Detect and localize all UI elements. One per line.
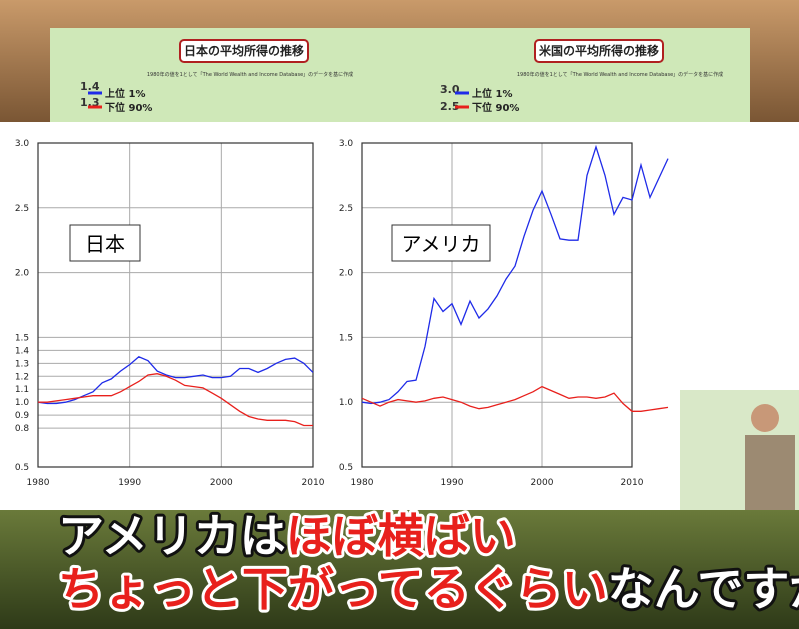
y-tick-label: 3.0 (15, 139, 30, 149)
legend-label: 下位 90% (472, 101, 519, 114)
caption-line: アメリカはほぼ横ばい (58, 509, 516, 563)
x-tick-label: 1990 (118, 478, 141, 488)
plot-frame (361, 142, 633, 468)
y-tick-label: 1.5 (339, 333, 353, 343)
y-tick-label: 1.0 (15, 398, 30, 408)
caption-segment: ちょっと下がってるぐらい (58, 562, 608, 616)
x-tick-label: 2000 (210, 478, 233, 488)
y-tick-label: 0.9 (15, 411, 30, 421)
y-tick-label: 3.0 (339, 139, 354, 149)
y-tick-label: 0.8 (15, 424, 30, 434)
y-tick-label: 2.5 (339, 204, 353, 214)
overlay-panel (0, 122, 799, 510)
board-tick: 2.5 (440, 100, 460, 113)
chart-label: 日本 (85, 232, 125, 256)
series-line (361, 385, 669, 412)
caption: アメリカはほぼ横ばいちょっと下がってるぐらいなんですが (55, 506, 799, 619)
x-tick-label: 1980 (351, 478, 374, 488)
chart-label: アメリカ (402, 232, 481, 256)
board-tick: 1.4 (80, 80, 100, 93)
chart-label-box (391, 224, 491, 262)
x-tick-label: 1980 (27, 478, 50, 488)
series-line (361, 144, 669, 405)
board-note: 1980年の値を1として「The World Wealth and Income… (517, 71, 723, 78)
series-line (37, 356, 314, 405)
studio-bottom (0, 510, 799, 629)
caption-segment: なんですが (608, 562, 799, 616)
caption-line: ちょっと下がってるぐらいなんですが (58, 562, 799, 616)
y-tick-label: 2.5 (15, 204, 29, 214)
board-title-box (534, 39, 664, 63)
board-title-box (179, 39, 309, 63)
board-tick: 3.0 (440, 83, 460, 96)
caption-segment: ほぼ横ばい (286, 509, 516, 563)
plot-frame (37, 142, 314, 468)
y-tick-label: 2.0 (15, 269, 30, 279)
y-tick-label: 0.5 (339, 463, 353, 473)
board-title: 米国の平均所得の推移 (539, 43, 659, 58)
presenter-head (751, 404, 779, 432)
x-tick-label: 2010 (621, 478, 644, 488)
x-tick-label: 2010 (302, 478, 325, 488)
legend-label: 上位 1% (472, 87, 512, 100)
board-title: 日本の平均所得の推移 (184, 43, 304, 58)
chart-label-box (69, 224, 141, 262)
board-note: 1980年の値を1として「The World Wealth and Income… (147, 71, 353, 78)
y-tick-label: 1.1 (15, 385, 29, 395)
y-tick-label: 1.2 (15, 372, 29, 382)
y-tick-label: 0.5 (15, 463, 29, 473)
presenter (745, 435, 795, 510)
legend-label: 上位 1% (105, 87, 145, 100)
legend-label: 下位 90% (105, 101, 152, 114)
series-line (38, 373, 313, 427)
y-tick-label: 1.5 (15, 333, 29, 343)
y-tick-label: 2.0 (339, 269, 354, 279)
y-tick-label: 1.4 (15, 346, 30, 356)
y-tick-label: 1.0 (339, 398, 354, 408)
x-tick-label: 2000 (531, 478, 554, 488)
caption-segment: アメリカは (58, 509, 286, 563)
y-tick-label: 1.3 (15, 359, 29, 369)
x-tick-label: 1990 (441, 478, 464, 488)
